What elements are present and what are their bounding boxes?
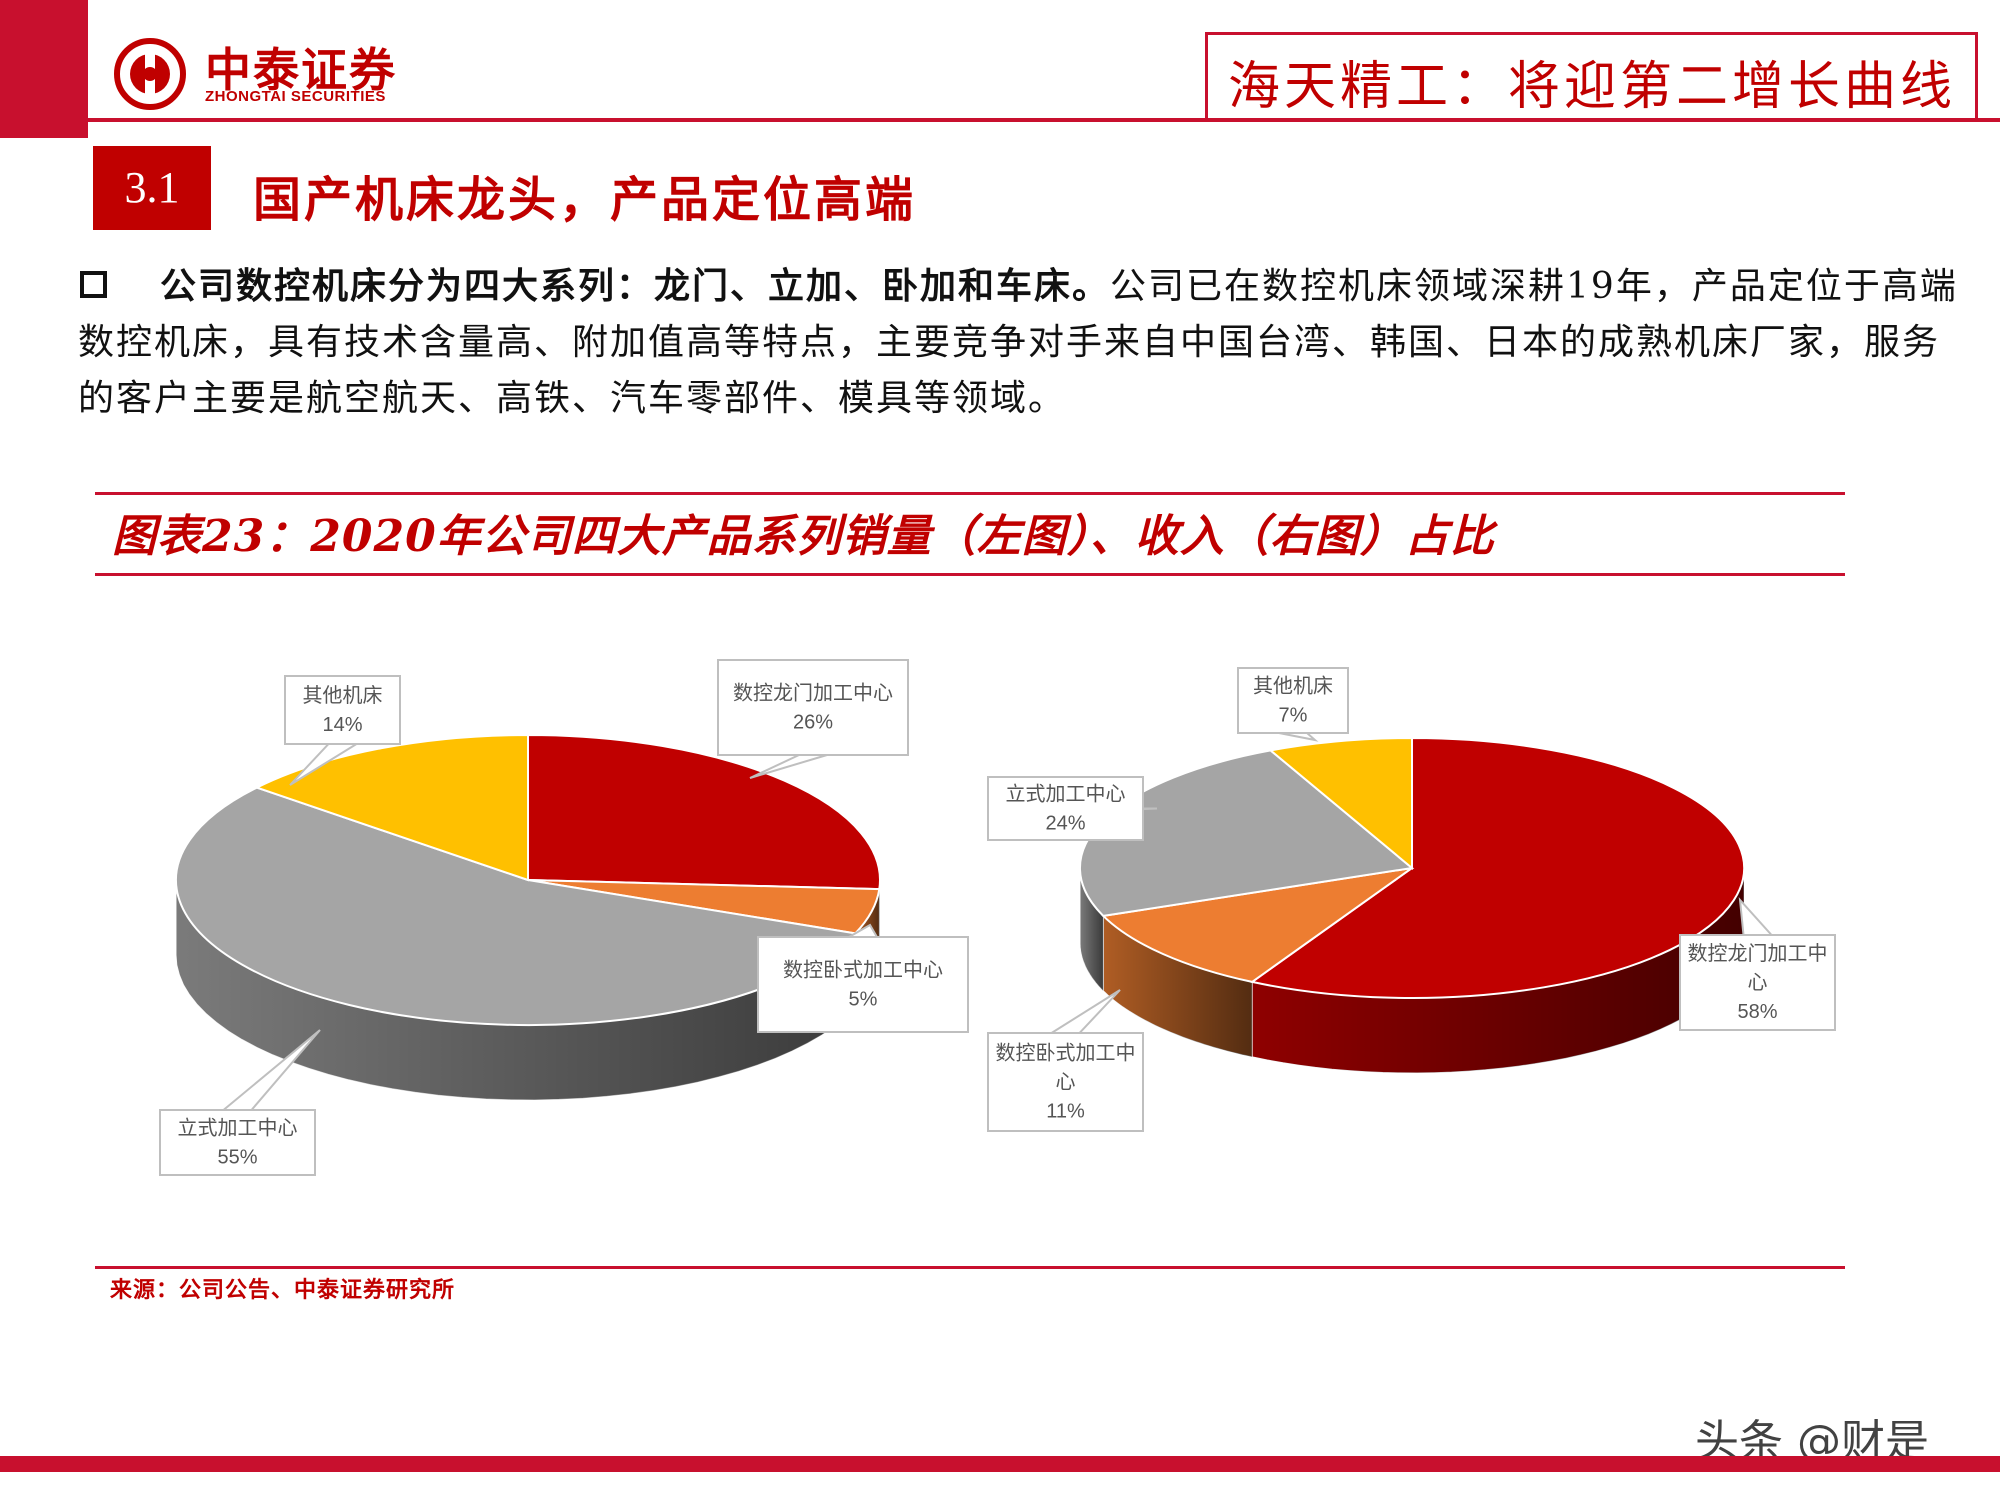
slice-label-name: 心 (1056, 1070, 1076, 1094)
paragraph-bold-lead: 公司数控机床分为四大系列：龙门、立加、卧加和车床。 (160, 265, 1111, 307)
callout-pointer-0 (749, 754, 828, 779)
section-title: 国产机床龙头，产品定位高端 (253, 172, 917, 228)
pie-slice-slice-3 (254, 733, 529, 882)
slice-label-percent: 7% (1279, 705, 1308, 727)
report-title: 海天精工：将迎第二增长曲线 (1228, 57, 1957, 117)
callout-box-0 (717, 659, 909, 756)
figure-top-rule (95, 492, 1845, 495)
pie-side-shade-slice-2 (176, 880, 856, 1100)
slice-label-percent: 5% (849, 989, 878, 1011)
zhongtai-logo (114, 38, 186, 110)
brand-name-en: ZHONGTAI SECURITIES (205, 88, 386, 105)
figure-bottom-rule (95, 573, 1845, 576)
pie-slice-slice-0 (527, 733, 881, 891)
brand-name-cn: 中泰证券 (205, 43, 397, 97)
pie-slice-slice-2 (175, 786, 858, 1027)
slice-label-name: 立式加工中心 (1006, 782, 1126, 806)
slice-label-percent: 58% (1737, 1001, 1777, 1023)
header-title-box (1205, 32, 1978, 118)
slice-label-name: 立式加工中心 (178, 1116, 298, 1140)
callout-box-3 (1237, 667, 1349, 734)
pie-side-shade-slice-1 (1103, 915, 1253, 1057)
callout-box-1 (987, 1032, 1144, 1132)
source-rule (95, 1266, 1845, 1269)
body-paragraph: 公司数控机床分为四大系列：龙门、立加、卧加和车床。公司已在数控机床领域深耕19年… (78, 258, 1958, 427)
callout-box-3 (284, 675, 401, 745)
callout-pointer-3 (1278, 732, 1319, 742)
callout-box-1 (757, 936, 969, 1033)
slice-label-name: 数控龙门加工中心 (733, 681, 893, 705)
figure-title: 图表23：2020年公司四大产品系列销量（左图）、收入（右图）占比 (112, 511, 1495, 562)
footer-bar (0, 1456, 2000, 1472)
callout-box-2 (159, 1109, 316, 1176)
callout-box-2 (987, 776, 1144, 841)
slice-label-percent: 24% (1045, 813, 1085, 835)
slice-label-name: 其他机床 (1253, 674, 1333, 698)
slice-label-percent: 55% (217, 1147, 257, 1169)
callout-box-0 (1679, 934, 1836, 1031)
section-number-box (93, 146, 211, 230)
slice-label-name: 数控卧式加工中 (996, 1041, 1136, 1065)
slice-label-name: 心 (1748, 970, 1768, 994)
figure-source: 来源：公司公告、中泰证券研究所 (110, 1277, 456, 1303)
pie-slice-slice-0 (1249, 736, 1746, 999)
header-left-strip (0, 0, 88, 138)
pie-side-shade-slice-0 (1252, 868, 1744, 1073)
callout-pointer-1 (1048, 989, 1121, 1034)
pie-chart-sales: 数控龙门加工中心 26% 数控卧式加工中心 5% 立式加工中心 55% 其他机床 14% (159, 659, 969, 1176)
bullet-square-icon (80, 271, 107, 298)
slice-label-name: 数控龙门加工中 (1688, 941, 1828, 965)
header-rule (88, 118, 2000, 122)
slice-label-percent: 26% (793, 712, 833, 734)
pie-slice-slice-3 (1268, 736, 1413, 871)
section-number: 3.1 (124, 163, 180, 212)
slice-label-percent: 11% (1046, 1101, 1085, 1123)
pie-slice-slice-1 (1101, 867, 1413, 983)
pie-side-shade-slice-2 (1080, 868, 1104, 991)
slice-label-name: 其他机床 (303, 683, 383, 707)
paragraph-body: 公司已在数控机床领域深耕19年，产品定位于高端数控机床，具有技术含量高、附加值高… (78, 266, 1958, 419)
slice-label-percent: 14% (322, 714, 362, 736)
callout-pointer-0 (1738, 897, 1774, 936)
slice-label-name: 数控卧式加工中心 (783, 958, 943, 982)
